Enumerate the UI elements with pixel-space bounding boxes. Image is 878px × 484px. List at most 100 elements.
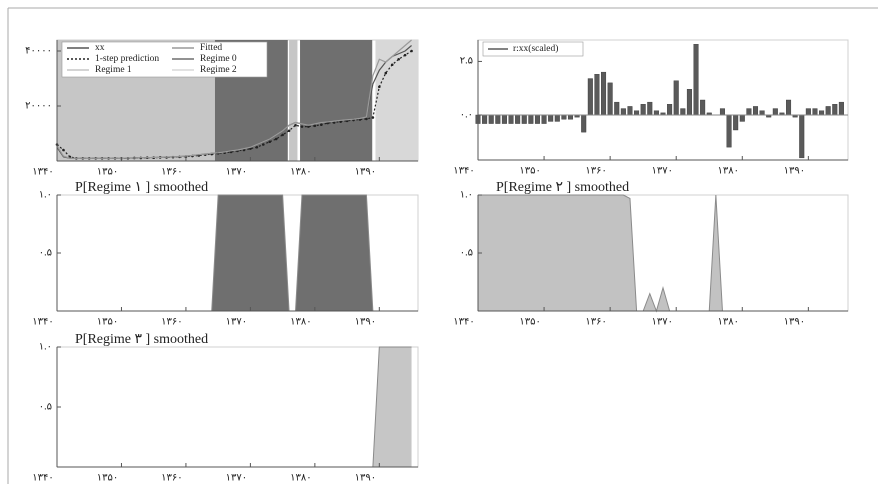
area-fill [478,195,842,311]
x-tick-label: ۱۳۹۰ [355,316,376,327]
regime-span [300,40,373,161]
point-marker [384,71,388,75]
bar [528,114,534,124]
y-tick-label: ۲.۵ [460,56,473,67]
legend-box [61,41,268,78]
legend-label: 1-step prediction [95,54,159,64]
point-marker [371,116,375,119]
bar [647,101,653,116]
point-marker [313,124,317,128]
x-tick-label: ۱۳۸۰ [290,166,311,177]
x-tick-label: ۱۳۷۰ [651,165,672,176]
bar [772,108,778,116]
bar [620,108,626,116]
x-tick-label: ۱۳۴۰ [453,316,474,327]
y-tick-label: ۱.۰ [39,189,52,200]
bar [739,114,745,122]
bar [534,114,540,124]
point-marker [332,121,336,124]
point-marker [294,123,297,127]
x-tick-label: ۱۳۶۰ [585,316,606,327]
series-line [56,39,412,159]
bar [832,104,838,116]
y-tick-label: ۰.۵ [39,401,52,412]
bar [746,108,752,116]
bar [561,114,567,120]
bar [554,114,560,122]
point-marker [390,63,394,67]
y-tick-label: ۰.۵ [39,247,52,258]
legend-label: Regime 2 [200,65,237,75]
bar [719,108,725,116]
x-tick-label: ۱۳۷۰ [226,472,247,483]
x-tick-label: ۱۳۹۰ [784,165,805,176]
point-marker [397,57,400,61]
point-marker [339,120,342,123]
x-tick-label: ۱۳۵۰ [97,166,118,177]
bar [594,74,600,116]
x-tick-label: ۱۳۴۰ [32,316,53,327]
bar [733,114,739,131]
y-tick-label: ۴۰۰۰۰ [25,45,52,56]
y-tick-label: ۲۰۰۰۰ [25,100,52,111]
bar [614,101,620,116]
y-tick-label: ۱.۰ [460,189,473,200]
x-tick-label: ۱۳۵۰ [519,316,540,327]
point-marker [261,143,265,146]
bar [686,89,692,116]
bar [567,114,574,120]
x-tick-label: ۱۳۵۰ [97,472,118,483]
point-marker [287,129,291,133]
point-marker [62,148,65,152]
bar [488,114,494,124]
bar [627,106,633,116]
bar [819,110,825,116]
x-tick-label: ۱۳۶۰ [161,166,182,177]
x-tick-label: ۱۳۸۰ [290,316,311,327]
x-tick-label: ۱۳۸۰ [718,316,739,327]
point-marker [268,140,272,144]
panel-title: P[Regime ۱ ] smoothed [75,180,208,195]
area-fill [57,347,412,467]
y-tick-label: ۱.۰ [39,341,52,352]
bar [812,108,818,116]
regime-span [289,40,298,161]
point-marker [281,133,284,137]
legend-label: Regime 0 [200,54,237,64]
point-marker [320,123,323,126]
bar [805,108,811,116]
bar [601,71,607,116]
legend-label: r:xx(scaled) [513,43,558,54]
x-tick-label: ۱۳۴۰ [32,166,53,177]
point-marker [307,125,310,128]
point-marker [378,85,381,89]
bar [482,114,488,124]
x-tick-label: ۱۳۶۰ [585,165,606,176]
bar [541,114,547,124]
x-tick-label: ۱۳۴۰ [453,165,474,176]
bar [508,114,514,124]
x-tick-label: ۱۳۶۰ [161,472,182,483]
bar [521,114,527,124]
bar [838,101,844,116]
x-tick-label: ۱۳۷۰ [651,316,672,327]
panel-title: P[Regime ۳ ] smoothed [75,332,208,347]
legend-label: Regime 1 [95,65,132,75]
area-fill [57,195,412,311]
point-marker [274,137,278,141]
bar [634,110,640,116]
point-marker [300,125,304,128]
x-tick-label: ۱۳۶۰ [161,316,182,327]
x-tick-label: ۱۳۹۰ [784,316,805,327]
bar [726,114,732,148]
x-tick-label: ۱۳۸۰ [290,472,311,483]
x-tick-label: ۱۳۹۰ [355,472,376,483]
point-marker [410,49,413,53]
bar [693,44,699,116]
bar [667,104,673,116]
point-marker [255,145,259,149]
bar [673,80,679,116]
bar [640,104,646,116]
bar [680,108,686,116]
